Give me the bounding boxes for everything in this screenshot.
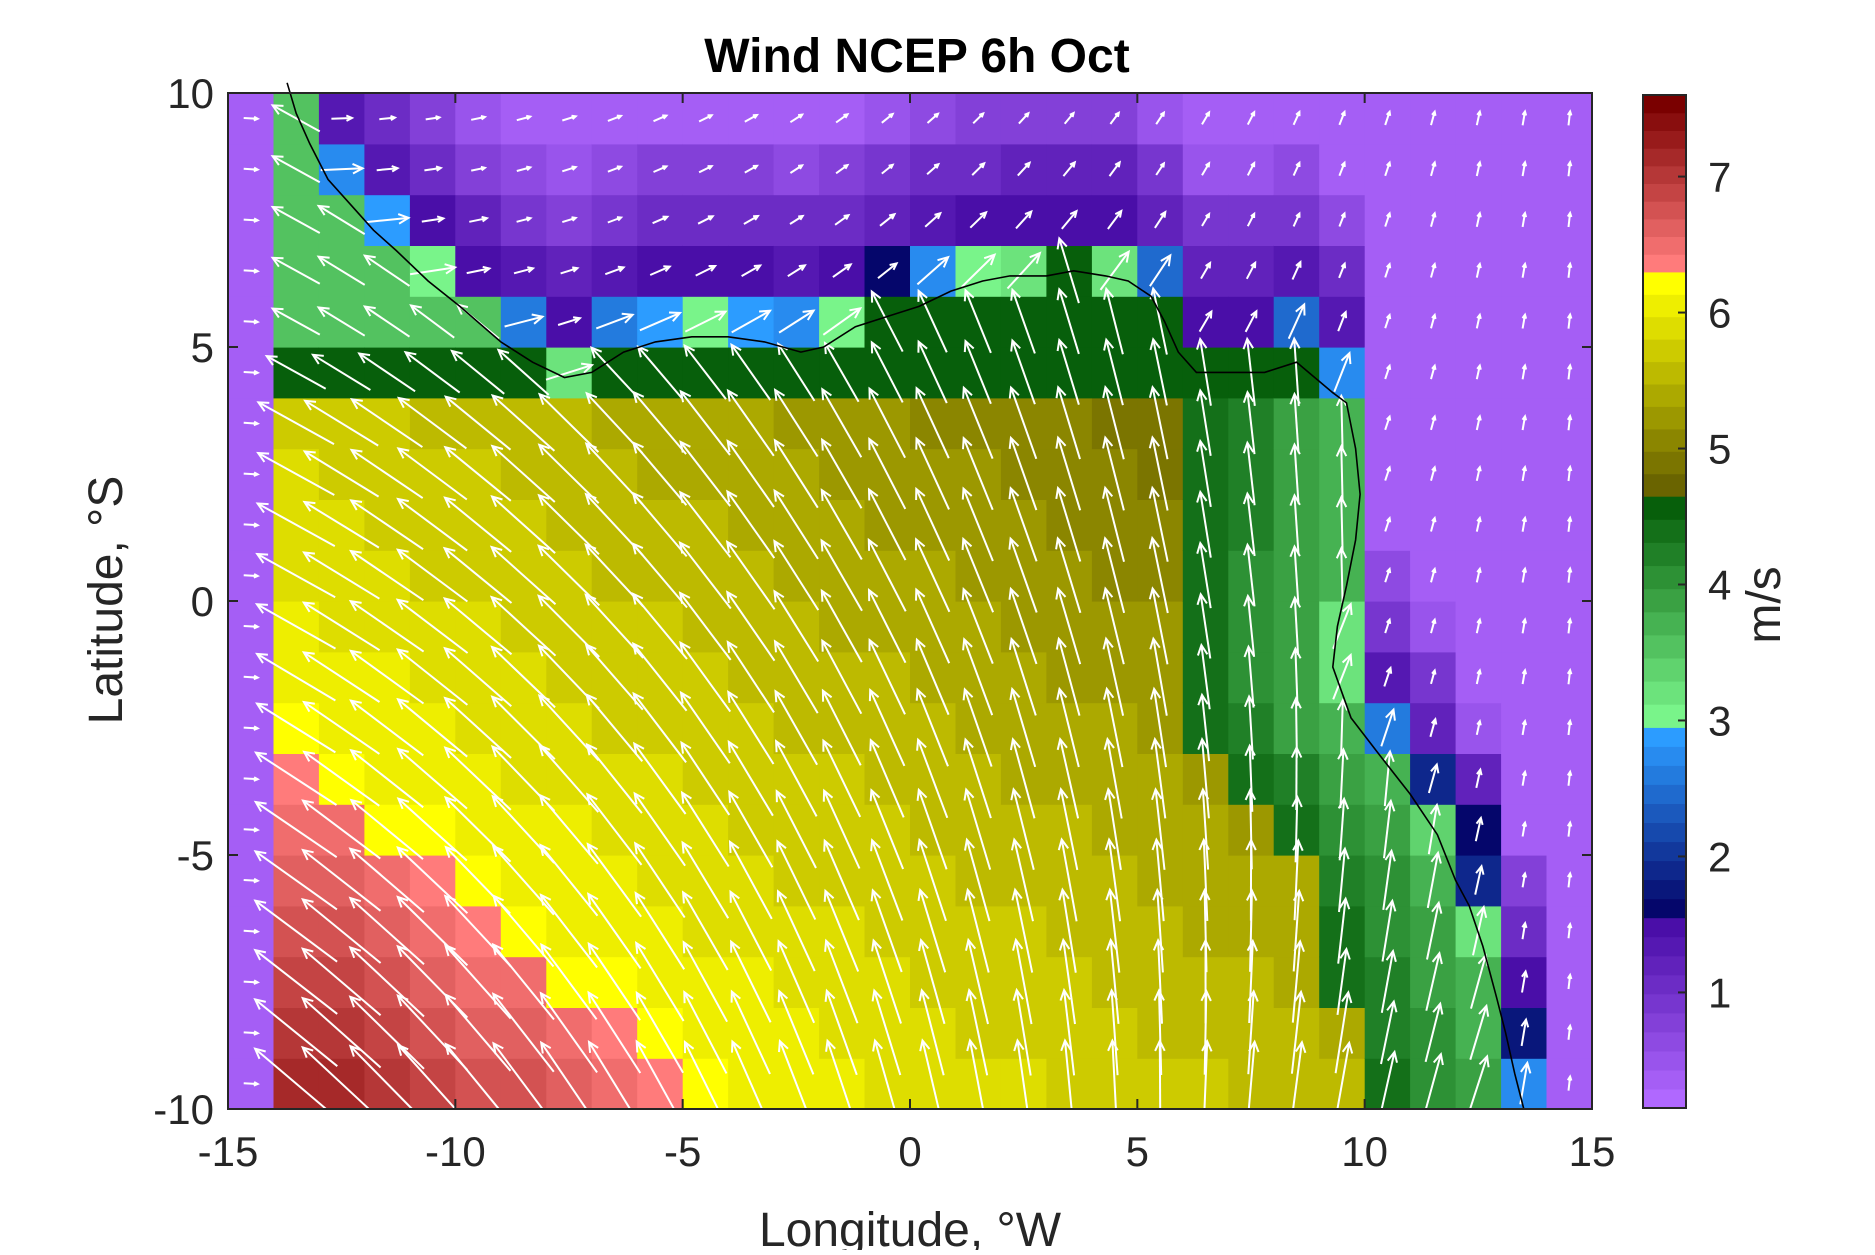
colorbar-segment	[1643, 236, 1686, 254]
colorbar-tick-label: 6	[1708, 290, 1731, 337]
colorbar-segment	[1643, 994, 1686, 1014]
y-axis-label: Latitude, °S	[80, 476, 133, 725]
colorbar-label: m/s	[1738, 566, 1791, 643]
colorbar-segment	[1643, 842, 1686, 862]
colorbar-tick-label: 1	[1708, 969, 1731, 1016]
colorbar-segment	[1643, 956, 1686, 976]
colorbar-segment	[1643, 95, 1686, 113]
colorbar-segment	[1643, 1089, 1686, 1109]
colorbar-segment	[1643, 113, 1686, 131]
colorbar-segment	[1643, 937, 1686, 957]
x-tick-label: 10	[1341, 1128, 1388, 1175]
colorbar-segment	[1643, 317, 1686, 340]
colorbar-segment	[1643, 254, 1686, 272]
colorbar-segment	[1643, 566, 1686, 590]
colorbar-segment	[1643, 975, 1686, 995]
colorbar-segment	[1643, 861, 1686, 881]
colorbar-segment	[1643, 1032, 1686, 1052]
colorbar-segment	[1643, 339, 1686, 362]
colorbar-segment	[1643, 612, 1686, 636]
colorbar-tick-label: 7	[1708, 154, 1731, 201]
x-tick-label: 0	[898, 1128, 921, 1175]
colorbar-segment	[1643, 727, 1686, 747]
colorbar-segment	[1643, 1051, 1686, 1071]
colorbar-segment	[1643, 746, 1686, 766]
colorbar-segment	[1643, 496, 1686, 520]
colorbar: 1 2 3 4 5 6 7	[1643, 95, 1731, 1109]
colorbar-segment	[1643, 704, 1686, 728]
y-tick-label: 0	[191, 578, 214, 625]
x-tick-label: 5	[1126, 1128, 1149, 1175]
colorbar-segment	[1643, 1070, 1686, 1090]
colorbar-segment	[1643, 451, 1686, 474]
colorbar-segment	[1643, 899, 1686, 919]
colorbar-segment	[1643, 823, 1686, 843]
colorbar-segment	[1643, 148, 1686, 166]
chart-title: Wind NCEP 6h Oct	[704, 30, 1129, 83]
colorbar-segment	[1643, 294, 1686, 317]
y-tick-label: -5	[177, 832, 214, 879]
colorbar-segment	[1643, 166, 1686, 184]
colorbar-segment	[1643, 474, 1686, 497]
colorbar-tick-label: 5	[1708, 426, 1731, 473]
colorbar-segment	[1643, 784, 1686, 804]
colorbar-segment	[1643, 542, 1686, 566]
x-tick-label: -5	[664, 1128, 701, 1175]
x-axis-label: Longitude, °W	[759, 1204, 1062, 1250]
colorbar-tick-label: 4	[1708, 562, 1731, 609]
colorbar-segment	[1643, 880, 1686, 900]
colorbar-segment	[1643, 384, 1686, 407]
x-tick-label: 15	[1569, 1128, 1616, 1175]
colorbar-segment	[1643, 1013, 1686, 1033]
colorbar-segment	[1643, 219, 1686, 237]
colorbar-segment	[1643, 183, 1686, 201]
colorbar-segment	[1643, 130, 1686, 148]
y-tick-label: 5	[191, 324, 214, 371]
colorbar-segment	[1643, 519, 1686, 543]
colorbar-segment	[1643, 362, 1686, 385]
colorbar-segment	[1643, 918, 1686, 938]
colorbar-tick-label: 3	[1708, 697, 1731, 744]
colorbar-segment	[1643, 589, 1686, 613]
x-tick-label: -10	[425, 1128, 486, 1175]
colorbar-segment	[1643, 681, 1686, 705]
colorbar-segment	[1643, 272, 1686, 295]
colorbar-segment	[1643, 201, 1686, 219]
x-tick-label: -15	[198, 1128, 259, 1175]
colorbar-tick-label: 2	[1708, 833, 1731, 880]
colorbar-segment	[1643, 658, 1686, 682]
colorbar-segment	[1643, 635, 1686, 659]
y-tick-label: 10	[167, 70, 214, 117]
colorbar-segment	[1643, 765, 1686, 785]
colorbar-segment	[1643, 803, 1686, 823]
colorbar-segment	[1643, 406, 1686, 429]
y-tick-label: -10	[153, 1086, 214, 1133]
